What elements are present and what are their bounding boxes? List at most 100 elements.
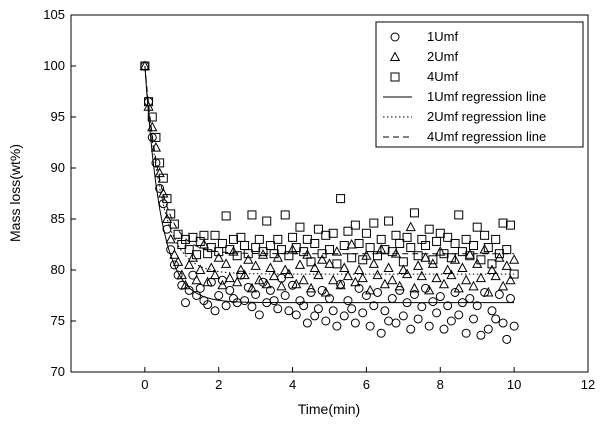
data-point-4umf bbox=[347, 253, 357, 263]
data-point-2umf bbox=[431, 272, 442, 283]
data-point-4umf bbox=[354, 238, 364, 248]
data-point-1umf bbox=[203, 300, 213, 310]
data-point-4umf bbox=[299, 247, 309, 257]
data-point-2umf bbox=[442, 264, 453, 274]
data-point-2umf bbox=[180, 279, 191, 290]
data-point-2umf bbox=[475, 272, 487, 283]
data-point-2umf bbox=[357, 272, 368, 283]
data-point-2umf bbox=[412, 260, 424, 270]
legend-label: 4Umf regression line bbox=[427, 129, 546, 144]
data-point-4umf bbox=[480, 230, 490, 240]
data-point-1umf bbox=[162, 224, 172, 234]
data-point-4umf bbox=[350, 220, 360, 230]
data-point-4umf bbox=[361, 228, 371, 238]
data-point-4umf bbox=[502, 245, 512, 255]
data-point-1umf bbox=[443, 301, 453, 311]
data-point-1umf bbox=[269, 296, 279, 306]
data-point-2umf bbox=[468, 280, 479, 291]
data-point-2umf bbox=[420, 252, 431, 262]
data-point-1umf bbox=[195, 283, 205, 293]
data-point-2umf bbox=[265, 262, 276, 272]
data-point-2umf bbox=[184, 259, 195, 269]
data-point-4umf bbox=[457, 247, 467, 257]
data-point-1umf bbox=[402, 298, 412, 308]
data-point-2umf bbox=[243, 254, 254, 264]
data-point-4umf bbox=[228, 234, 238, 244]
data-point-2umf bbox=[206, 262, 217, 272]
data-point-2umf bbox=[446, 269, 457, 280]
data-point-4umf bbox=[402, 232, 412, 242]
data-point-2umf bbox=[195, 264, 206, 274]
data-point-4umf bbox=[421, 241, 431, 251]
data-point-1umf bbox=[188, 270, 198, 280]
data-point-1umf bbox=[424, 321, 434, 331]
x-tick-label: 8 bbox=[437, 377, 444, 392]
data-point-4umf bbox=[406, 243, 416, 253]
data-point-4umf bbox=[240, 241, 250, 251]
data-point-4umf bbox=[365, 243, 375, 253]
x-tick-label: 0 bbox=[141, 377, 148, 392]
data-point-4umf bbox=[476, 255, 486, 265]
y-tick-label: 105 bbox=[43, 7, 65, 22]
data-point-1umf bbox=[472, 301, 482, 311]
data-point-2umf bbox=[235, 264, 247, 274]
data-point-4umf bbox=[398, 257, 408, 267]
data-point-2umf bbox=[328, 274, 339, 285]
data-point-2umf bbox=[172, 256, 184, 266]
data-point-4umf bbox=[472, 222, 482, 232]
x-tick-label: 2 bbox=[215, 377, 222, 392]
data-point-1umf bbox=[339, 311, 349, 321]
data-point-1umf bbox=[432, 308, 442, 318]
data-point-2umf bbox=[254, 274, 265, 285]
data-point-2umf bbox=[220, 258, 232, 268]
data-point-4umf bbox=[254, 234, 264, 244]
data-point-4umf bbox=[498, 218, 508, 228]
legend-marker-4umf bbox=[390, 72, 400, 82]
data-point-4umf bbox=[265, 241, 275, 251]
data-point-2umf bbox=[401, 268, 413, 279]
data-point-4umf bbox=[313, 224, 323, 234]
data-point-2umf bbox=[232, 276, 243, 287]
data-point-1umf bbox=[505, 294, 515, 304]
data-point-1umf bbox=[328, 306, 338, 316]
data-point-4umf bbox=[380, 245, 390, 255]
data-point-4umf bbox=[262, 216, 272, 226]
data-point-1umf bbox=[332, 321, 342, 331]
y-tick-label: 95 bbox=[51, 109, 65, 124]
data-point-1umf bbox=[439, 324, 449, 334]
data-point-2umf bbox=[368, 258, 379, 268]
data-point-1umf bbox=[398, 311, 408, 321]
data-point-2umf bbox=[339, 262, 350, 272]
plot-frame bbox=[70, 14, 589, 373]
data-point-2umf bbox=[250, 260, 261, 270]
data-point-4umf bbox=[413, 251, 423, 261]
data-point-4umf bbox=[184, 245, 194, 255]
data-point-4umf bbox=[166, 209, 176, 219]
data-point-1umf bbox=[509, 321, 519, 331]
data-point-1umf bbox=[376, 328, 386, 338]
data-point-1umf bbox=[494, 289, 504, 299]
data-point-2umf bbox=[280, 264, 291, 274]
data-point-1umf bbox=[184, 285, 194, 295]
data-point-4umf bbox=[465, 251, 475, 261]
data-point-4umf bbox=[343, 226, 353, 236]
data-point-4umf bbox=[487, 259, 497, 269]
x-axis: 0 2 4 6 8 10 12 bbox=[141, 367, 595, 392]
legend: 1Umf 2Umf 4Umf 1Umf regression line 2Umf reg… bbox=[375, 21, 584, 148]
data-point-2umf bbox=[150, 142, 162, 152]
data-point-2umf bbox=[261, 278, 272, 289]
data-point-4umf bbox=[321, 230, 331, 240]
data-point-2umf bbox=[313, 269, 324, 280]
data-point-2umf bbox=[305, 282, 317, 293]
data-point-2umf bbox=[486, 264, 498, 274]
data-point-2umf bbox=[161, 213, 173, 223]
data-point-1umf bbox=[454, 310, 464, 320]
regression-line bbox=[144, 65, 515, 275]
data-point-2umf bbox=[268, 270, 280, 281]
data-point-2umf bbox=[239, 269, 250, 280]
data-point-2umf bbox=[424, 284, 435, 295]
y-axis: 70 75 80 85 90 95 100 105 bbox=[43, 7, 76, 379]
data-point-2umf bbox=[324, 258, 335, 268]
y-tick-label: 70 bbox=[51, 364, 65, 379]
data-point-1umf bbox=[313, 304, 323, 314]
